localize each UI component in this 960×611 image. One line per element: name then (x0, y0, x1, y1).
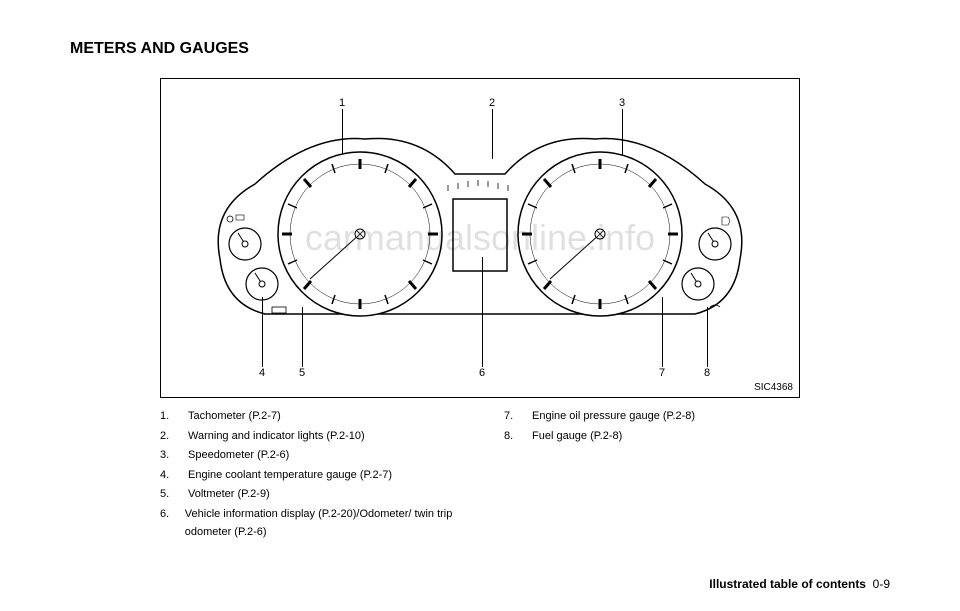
legend-text: Engine oil pressure gauge (P.2-8) (532, 408, 695, 426)
legend-text: Speedometer (P.2-6) (188, 447, 289, 465)
legend-text: Fuel gauge (P.2-8) (532, 428, 622, 446)
callout-8: 8 (704, 367, 710, 379)
callout-2: 2 (489, 97, 495, 109)
leader-line (482, 257, 483, 367)
legend-col-left: 1. Tachometer (P.2-7) 2. Warning and indic… (160, 408, 456, 543)
callout-1: 1 (339, 97, 345, 109)
callout-3: 3 (619, 97, 625, 109)
legend-item: 4. Engine coolant temperature gauge (P.2-… (160, 467, 456, 485)
legend-text: Voltmeter (P.2-9) (188, 486, 270, 504)
leader-line (662, 297, 663, 367)
legend-num: 8. (504, 428, 518, 446)
legend-num: 6. (160, 506, 171, 541)
legend-num: 2. (160, 428, 174, 446)
footer-label: Illustrated table of contents (709, 577, 866, 591)
leader-line (302, 307, 303, 367)
legend-item: 8. Fuel gauge (P.2-8) (504, 428, 800, 446)
leader-line (262, 297, 263, 367)
legend-item: 7. Engine oil pressure gauge (P.2-8) (504, 408, 800, 426)
figure-frame: 1 2 3 (160, 78, 800, 398)
callout-7: 7 (659, 367, 665, 379)
figure-code: SIC4368 (754, 382, 793, 393)
legend-num: 4. (160, 467, 174, 485)
footer-page: 0-9 (873, 577, 890, 591)
legend-num: 7. (504, 408, 518, 426)
callout-6: 6 (479, 367, 485, 379)
legend-item: 6. Vehicle information display (P.2-20)/O… (160, 506, 456, 541)
page-title: METERS AND GAUGES (70, 40, 890, 58)
leader-line (707, 307, 708, 367)
legend-item: 1. Tachometer (P.2-7) (160, 408, 456, 426)
callout-5: 5 (299, 367, 305, 379)
legend-num: 1. (160, 408, 174, 426)
legend-col-right: 7. Engine oil pressure gauge (P.2-8) 8. Fu… (504, 408, 800, 543)
callout-4: 4 (259, 367, 265, 379)
legend-num: 5. (160, 486, 174, 504)
legend-text: Tachometer (P.2-7) (188, 408, 281, 426)
page-footer: Illustrated table of contents 0-9 (709, 577, 890, 591)
legend-text: Warning and indicator lights (P.2-10) (188, 428, 365, 446)
legend-item: 3. Speedometer (P.2-6) (160, 447, 456, 465)
legend-num: 3. (160, 447, 174, 465)
instrument-cluster (190, 129, 770, 349)
legend: 1. Tachometer (P.2-7) 2. Warning and indic… (160, 408, 800, 543)
legend-item: 5. Voltmeter (P.2-9) (160, 486, 456, 504)
legend-item: 2. Warning and indicator lights (P.2-10) (160, 428, 456, 446)
legend-text: Vehicle information display (P.2-20)/Odo… (185, 506, 456, 541)
legend-text: Engine coolant temperature gauge (P.2-7) (188, 467, 392, 485)
